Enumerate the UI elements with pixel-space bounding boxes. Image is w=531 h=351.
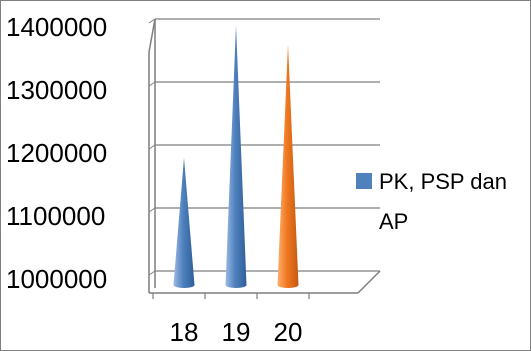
cone-marks bbox=[173, 25, 299, 289]
side-wall-depth-top bbox=[148, 18, 156, 53]
y-tick-label: 1200000 bbox=[6, 138, 107, 168]
legend-label-line-1: PK, PSP dan bbox=[379, 169, 507, 194]
side-wall-tick bbox=[148, 144, 156, 150]
y-tick-labels: 1000000 1100000 1200000 1300000 1400000 bbox=[6, 12, 107, 294]
x-tick-label: 20 bbox=[274, 317, 303, 347]
side-wall-tick bbox=[148, 18, 156, 24]
side-wall-tick bbox=[148, 207, 156, 213]
cone-bar-18 bbox=[173, 157, 195, 288]
x-tick-labels: 18 19 20 bbox=[170, 317, 303, 347]
cone-bar-19 bbox=[225, 25, 247, 289]
floor-right-edge bbox=[357, 270, 381, 294]
legend-label-line-2: AP bbox=[379, 209, 408, 234]
legend-swatch bbox=[356, 173, 372, 189]
legend: PK, PSP dan AP bbox=[356, 169, 507, 234]
side-wall-tick bbox=[148, 270, 156, 276]
x-tick-label: 19 bbox=[222, 317, 251, 347]
y-tick-label: 1100000 bbox=[6, 201, 105, 231]
side-wall-tick bbox=[148, 81, 156, 87]
floor-ticks bbox=[152, 293, 310, 299]
cone-bar-20 bbox=[277, 44, 299, 289]
y-tick-label: 1300000 bbox=[6, 75, 107, 105]
x-tick-label: 18 bbox=[170, 317, 199, 347]
y-tick-label: 1000000 bbox=[6, 264, 107, 294]
y-tick-label: 1400000 bbox=[6, 12, 107, 42]
